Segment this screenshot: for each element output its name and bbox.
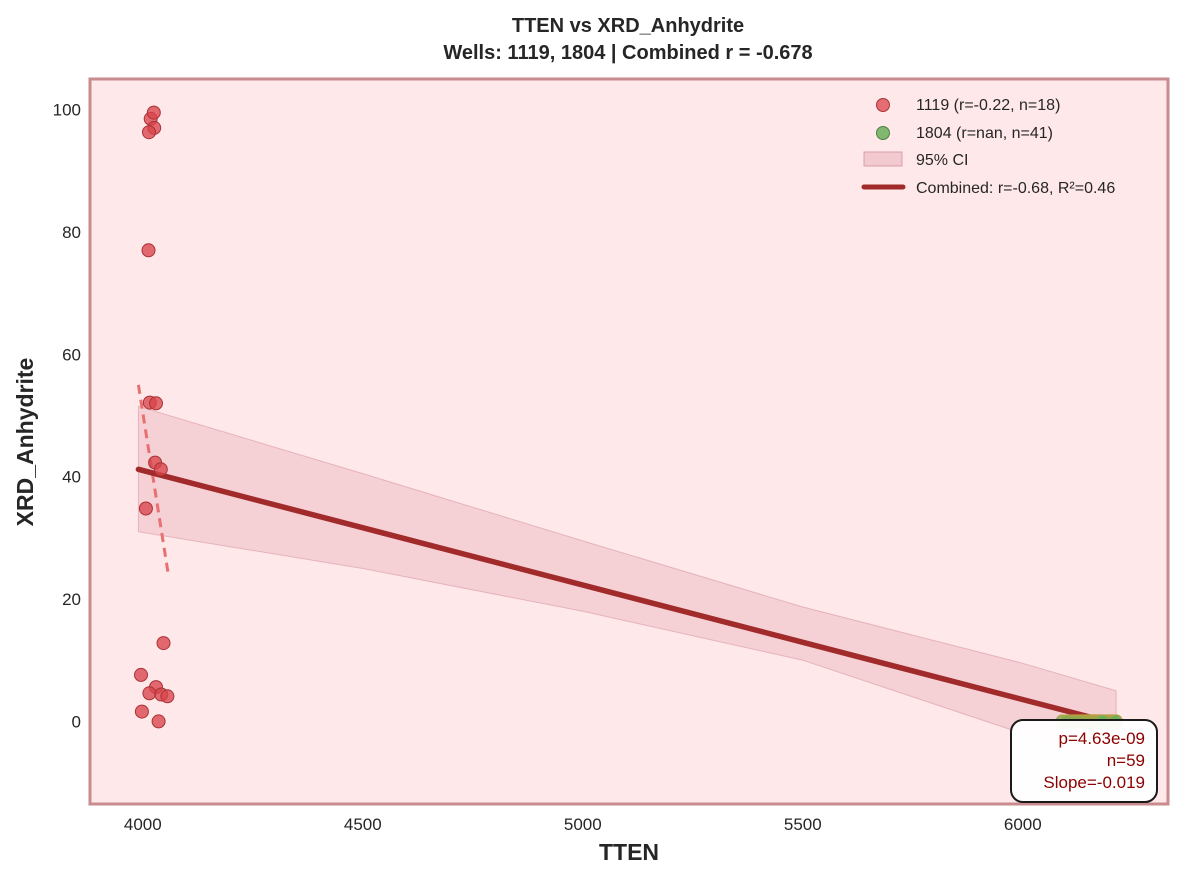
y-tick-label: 40 <box>62 468 81 487</box>
chart-title: TTEN vs XRD_Anhydrite <box>512 15 744 37</box>
point-1119 <box>151 714 166 729</box>
x-tick-label: 4500 <box>344 815 382 834</box>
fit-line-combined <box>135 466 1119 727</box>
point-1119 <box>156 636 171 651</box>
x-tick-label: 4000 <box>124 815 162 834</box>
legend-label-ci: 95% CI <box>916 152 968 169</box>
y-axis-ticks: 0 20 40 60 80 100 <box>53 101 81 732</box>
fit-line-1119 <box>136 384 170 575</box>
legend-marker-ci <box>863 151 903 167</box>
y-axis-label: XRD_Anhydrite <box>12 358 38 527</box>
legend-label-1804: 1804 (r=nan, n=41) <box>916 125 1053 142</box>
legend-label-combined: Combined: r=-0.68, R²=0.46 <box>916 180 1115 197</box>
y-tick-label: 80 <box>62 223 81 242</box>
point-1119 <box>142 125 156 140</box>
x-tick-label: 5000 <box>564 815 602 834</box>
legend-marker-1119 <box>876 98 890 112</box>
x-axis-ticks: 4000 4500 5000 5500 6000 <box>124 815 1042 834</box>
x-tick-label: 5500 <box>784 815 822 834</box>
chart-subtitle: Wells: 1119, 1804 | Combined r = -0.678 <box>443 42 812 64</box>
point-1119 <box>153 462 168 477</box>
y-tick-label: 0 <box>72 712 81 731</box>
legend-marker-1804 <box>876 126 890 140</box>
stats-p-value: p=4.63e-09 <box>1059 729 1146 748</box>
y-tick-label: 20 <box>62 590 81 609</box>
stats-slope: Slope=-0.019 <box>1043 773 1145 792</box>
legend-label-1119: 1119 (r=-0.22, n=18) <box>916 97 1060 114</box>
x-tick-label: 6000 <box>1004 815 1042 834</box>
point-1119 <box>160 689 175 704</box>
point-1119 <box>146 105 161 120</box>
fit-lines-layer <box>135 384 1119 727</box>
legend: 1119 (r=-0.22, n=18) 1804 (r=nan, n=41) … <box>861 97 1115 197</box>
point-1119 <box>142 686 157 701</box>
point-1119 <box>138 501 153 516</box>
plot-area <box>88 77 1170 806</box>
y-tick-label: 100 <box>53 101 81 120</box>
point-1119 <box>149 396 163 411</box>
point-1119 <box>141 243 156 258</box>
y-tick-label: 60 <box>62 345 81 364</box>
stats-box: p=4.63e-09 n=59 Slope=-0.019 <box>1010 719 1158 803</box>
point-1119 <box>134 704 149 719</box>
point-1119 <box>134 667 148 682</box>
stats-n: n=59 <box>1107 751 1145 770</box>
x-axis-label: TTEN <box>599 839 659 865</box>
